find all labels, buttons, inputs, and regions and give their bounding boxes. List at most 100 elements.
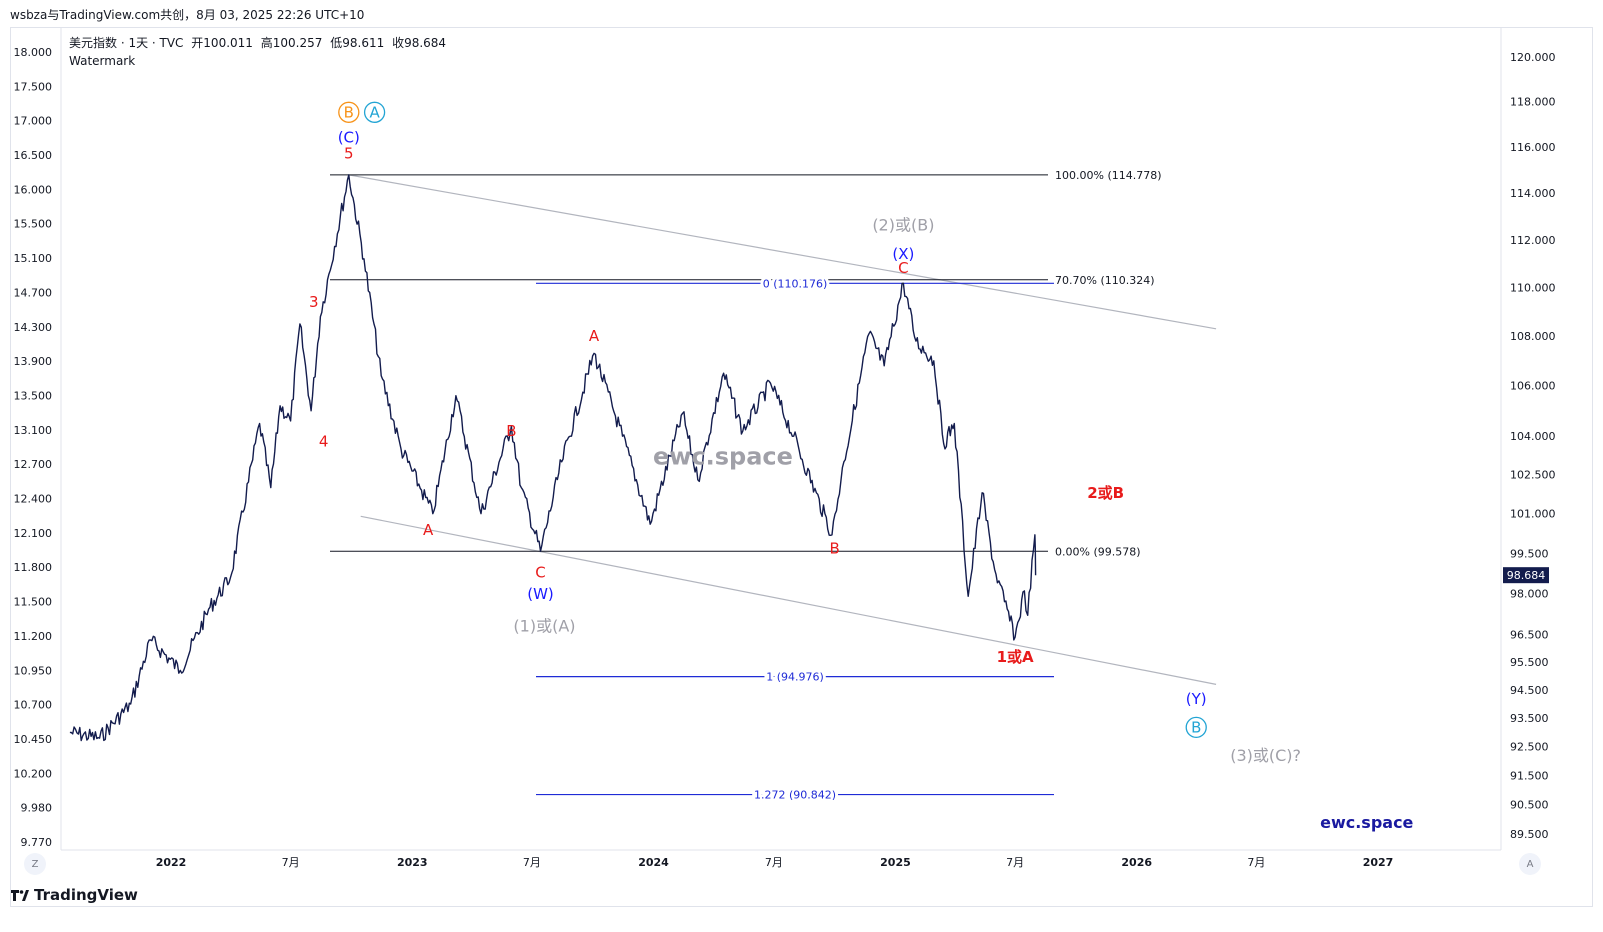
time-axis-tick: 2023 bbox=[397, 856, 428, 869]
left-axis-tick: 14.300 bbox=[14, 321, 53, 334]
time-axis-tick: 7月 bbox=[523, 856, 541, 869]
left-axis-tick: 13.500 bbox=[14, 389, 53, 402]
right-axis-tick: 96.500 bbox=[1510, 628, 1549, 641]
time-axis-tick: 2024 bbox=[638, 856, 669, 869]
left-axis-tick: 14.700 bbox=[14, 286, 53, 299]
left-axis-tick: 11.200 bbox=[14, 630, 53, 643]
wave-label[interactable]: 1或A bbox=[997, 648, 1034, 666]
wave-label[interactable]: C bbox=[535, 563, 545, 581]
right-axis-tick: 106.000 bbox=[1510, 380, 1556, 393]
right-axis-tick: 90.500 bbox=[1510, 799, 1549, 812]
right-axis-tick: 94.500 bbox=[1510, 684, 1549, 697]
time-axis-tick: 7月 bbox=[1247, 856, 1265, 869]
chart-frame bbox=[10, 27, 1593, 907]
wave-label[interactable]: (2)或(B) bbox=[872, 215, 934, 234]
left-axis-tick: 12.100 bbox=[14, 527, 53, 540]
time-axis-tick: 2022 bbox=[156, 856, 187, 869]
wave-label[interactable]: ewc.space bbox=[653, 442, 793, 470]
left-axis-tick: 12.400 bbox=[14, 493, 53, 506]
fib-extension-label: 1 (94.976) bbox=[766, 671, 824, 684]
right-axis-tick: 112.000 bbox=[1510, 234, 1556, 247]
left-axis-tick: 10.450 bbox=[14, 733, 53, 746]
fib-extension-label: 1.272 (90.842) bbox=[754, 789, 836, 802]
left-axis-tick: 12.700 bbox=[14, 458, 53, 471]
time-axis-tick: 7月 bbox=[765, 856, 783, 869]
tradingview-brand[interactable]: TradingView bbox=[34, 886, 138, 904]
wave-label[interactable]: (3)或(C)? bbox=[1230, 746, 1301, 765]
open-value: 100.011 bbox=[203, 36, 253, 50]
right-axis-tick: 114.000 bbox=[1510, 187, 1556, 200]
price-series-line[interactable] bbox=[69, 174, 1037, 742]
wave-label[interactable]: B bbox=[1191, 718, 1201, 736]
close-label: 收 bbox=[392, 36, 405, 50]
time-axis-tick: 7月 bbox=[282, 856, 300, 869]
left-axis-tick: 13.900 bbox=[14, 355, 53, 368]
right-axis-tick: 104.000 bbox=[1510, 430, 1556, 443]
wave-circle-marker bbox=[1185, 716, 1207, 739]
wave-label[interactable]: A bbox=[369, 103, 380, 121]
wave-label[interactable]: (Y) bbox=[1186, 690, 1207, 708]
right-axis-tick: 102.500 bbox=[1510, 469, 1556, 482]
left-axis-tick: 13.100 bbox=[14, 424, 53, 437]
right-axis-tick: 89.500 bbox=[1510, 828, 1549, 841]
wave-label[interactable]: 3 bbox=[309, 293, 319, 311]
channel-upper-line[interactable] bbox=[348, 174, 1217, 330]
wave-label[interactable]: 4 bbox=[319, 432, 329, 450]
right-axis-tick: 92.500 bbox=[1510, 741, 1549, 754]
auto-scale-left-button[interactable]: Z bbox=[24, 853, 46, 875]
low-value: 98.611 bbox=[342, 36, 385, 50]
right-axis-tick: 120.000 bbox=[1510, 51, 1556, 64]
right-axis-tick: 118.000 bbox=[1510, 96, 1556, 109]
wave-label[interactable]: ewc.space bbox=[1320, 813, 1413, 832]
fib-retracement-label: 70.70% (110.324) bbox=[1055, 274, 1155, 287]
last-price-label: 98.684 bbox=[1507, 569, 1546, 582]
channel-lower-line[interactable] bbox=[360, 515, 1217, 685]
share-caption: wsbza与TradingView.com共创，8月 03, 2025 22:2… bbox=[10, 8, 365, 22]
wave-label[interactable]: B bbox=[344, 103, 354, 121]
tradingview-logo-icon bbox=[11, 890, 29, 901]
left-axis-tick: 11.500 bbox=[14, 596, 53, 609]
right-axis-tick: 98.000 bbox=[1510, 588, 1549, 601]
right-axis-tick: 95.500 bbox=[1510, 656, 1549, 669]
left-axis-tick: 10.200 bbox=[14, 767, 53, 780]
left-axis-tick: 10.950 bbox=[14, 664, 53, 677]
wave-label[interactable]: 2或B bbox=[1087, 484, 1124, 502]
symbol-legend: 美元指数 · 1天 · TVC 开100.011 高100.257 低98.61… bbox=[69, 34, 446, 68]
wave-label[interactable]: B bbox=[830, 539, 840, 557]
left-axis-tick: 9.980 bbox=[21, 802, 53, 815]
wave-label[interactable]: 5 bbox=[344, 144, 354, 162]
wave-label[interactable]: A bbox=[423, 521, 434, 539]
left-axis-tick: 18.000 bbox=[14, 46, 53, 59]
wave-label[interactable]: (1)或(A) bbox=[513, 617, 575, 636]
high-label: 高 bbox=[260, 36, 273, 50]
time-axis-tick: 7月 bbox=[1006, 856, 1024, 869]
wave-label[interactable]: C bbox=[898, 259, 908, 277]
symbol-title[interactable]: 美元指数 · 1天 · TVC bbox=[69, 36, 184, 50]
fib-retracement-label: 100.00% (114.778) bbox=[1055, 169, 1162, 182]
left-axis-tick: 10.700 bbox=[14, 699, 53, 712]
left-axis-tick: 17.000 bbox=[14, 115, 53, 128]
left-axis-tick: 15.100 bbox=[14, 252, 53, 265]
fib-extension-label: 0 (110.176) bbox=[763, 277, 828, 290]
footer: TradingView bbox=[10, 886, 138, 904]
close-value: 98.684 bbox=[404, 36, 447, 50]
auto-scale-right-button[interactable]: A bbox=[1519, 853, 1541, 875]
wave-label[interactable]: A bbox=[589, 327, 600, 345]
right-axis-tick: 93.500 bbox=[1510, 712, 1549, 725]
right-axis-tick: 99.500 bbox=[1510, 547, 1549, 560]
time-axis-tick: 2026 bbox=[1121, 856, 1152, 869]
low-label: 低 bbox=[330, 36, 343, 50]
wave-label[interactable]: B bbox=[506, 422, 516, 440]
left-axis-tick: 15.500 bbox=[14, 218, 53, 231]
watermark-label: Watermark bbox=[69, 54, 136, 68]
time-axis-tick: 2025 bbox=[880, 856, 911, 869]
wave-circle-marker bbox=[338, 101, 360, 123]
right-axis-tick: 108.000 bbox=[1510, 330, 1556, 343]
fib-retracement-label: 0.00% (99.578) bbox=[1055, 545, 1141, 558]
wave-label[interactable]: (C) bbox=[338, 128, 360, 146]
wave-label[interactable]: (W) bbox=[527, 585, 554, 603]
wave-label[interactable]: (X) bbox=[892, 245, 914, 263]
right-axis-tick: 116.000 bbox=[1510, 141, 1556, 154]
high-value: 100.257 bbox=[272, 36, 323, 50]
